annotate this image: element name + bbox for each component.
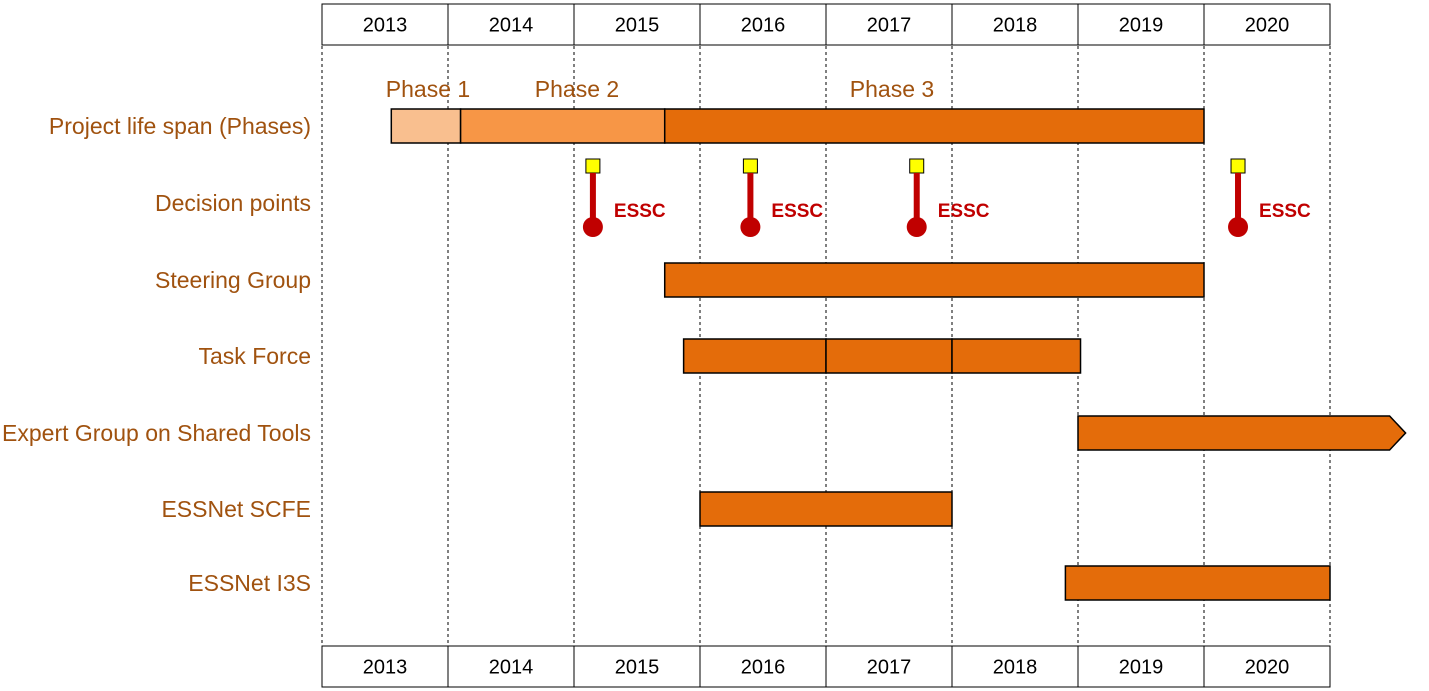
top-year-label: 2017	[867, 15, 912, 37]
taskforce-bar	[825, 338, 953, 374]
row-label-scfe: ESSNet SCFE	[161, 496, 311, 522]
decision-pin-icon	[906, 217, 927, 237]
decision-stem	[1235, 173, 1242, 221]
phase-bar	[663, 108, 1205, 144]
row-label-expert: Expert Group on Shared Tools	[2, 420, 311, 446]
expert-bar	[1077, 415, 1407, 451]
top-year-label: 2016	[741, 15, 786, 37]
decision-markers: ESSC ESSC ESSC ESSC	[582, 158, 1311, 237]
decision-flag-icon	[585, 158, 601, 174]
row-label-steering: Steering Group	[155, 267, 311, 293]
decision-flag-icon	[1230, 158, 1246, 174]
phase-bar	[390, 108, 462, 144]
scfe-bar	[699, 491, 953, 527]
i3s-bar	[1064, 565, 1331, 601]
year-gridlines	[321, 46, 1331, 645]
taskforce-bar	[951, 338, 1082, 374]
decision-marker: ESSC	[906, 158, 990, 237]
decision-label: ESSC	[1259, 201, 1311, 222]
phase-labels: Phase 1 Phase 2 Phase 3	[386, 76, 934, 102]
phase-label: Phase 1	[386, 76, 470, 102]
row-label-i3s: ESSNet I3S	[188, 570, 311, 596]
activity-bars	[390, 108, 1407, 601]
bottom-year-label: 2018	[993, 657, 1038, 679]
bottom-year-label: 2013	[363, 657, 408, 679]
decision-marker: ESSC	[582, 158, 666, 237]
decision-label: ESSC	[771, 201, 823, 222]
row-label-decisions: Decision points	[155, 190, 311, 216]
top-year-label: 2018	[993, 15, 1038, 37]
bottom-year-label: 2020	[1245, 657, 1290, 679]
taskforce-bar	[682, 338, 827, 374]
bottom-year-label: 2015	[615, 657, 660, 679]
decision-pin-icon	[1228, 217, 1249, 237]
bottom-year-label: 2019	[1119, 657, 1164, 679]
top-year-label: 2013	[363, 15, 408, 37]
decision-stem	[747, 173, 754, 221]
bottom-year-label: 2016	[741, 657, 786, 679]
decision-pin-icon	[740, 217, 761, 237]
decision-flag-icon	[742, 158, 758, 174]
year-header-bottom: 2013 2014 2015 2016 2017 2018 2019 2020	[321, 645, 1331, 688]
top-year-label: 2020	[1245, 15, 1290, 37]
year-header-top: 2013 2014 2015 2016 2017 2018 2019 2020	[321, 3, 1331, 46]
steering-bar	[663, 262, 1205, 298]
decision-label: ESSC	[938, 201, 990, 222]
decision-marker: ESSC	[740, 158, 823, 237]
row-labels: Project life span (Phases) Decision point…	[2, 113, 311, 596]
decision-stem	[589, 173, 596, 221]
decision-stem	[913, 173, 920, 221]
decision-marker: ESSC	[1228, 158, 1311, 237]
top-year-label: 2019	[1119, 15, 1164, 37]
decision-label: ESSC	[614, 201, 666, 222]
decision-pin-icon	[582, 217, 603, 237]
phase-bar	[459, 108, 666, 144]
row-label-taskforce: Task Force	[199, 343, 311, 369]
top-year-label: 2014	[489, 15, 534, 37]
phase-label: Phase 3	[850, 76, 934, 102]
row-label-phases: Project life span (Phases)	[49, 113, 311, 139]
phase-label: Phase 2	[535, 76, 619, 102]
bottom-year-label: 2014	[489, 657, 534, 679]
decision-flag-icon	[909, 158, 925, 174]
bottom-year-label: 2017	[867, 657, 912, 679]
top-year-label: 2015	[615, 15, 660, 37]
